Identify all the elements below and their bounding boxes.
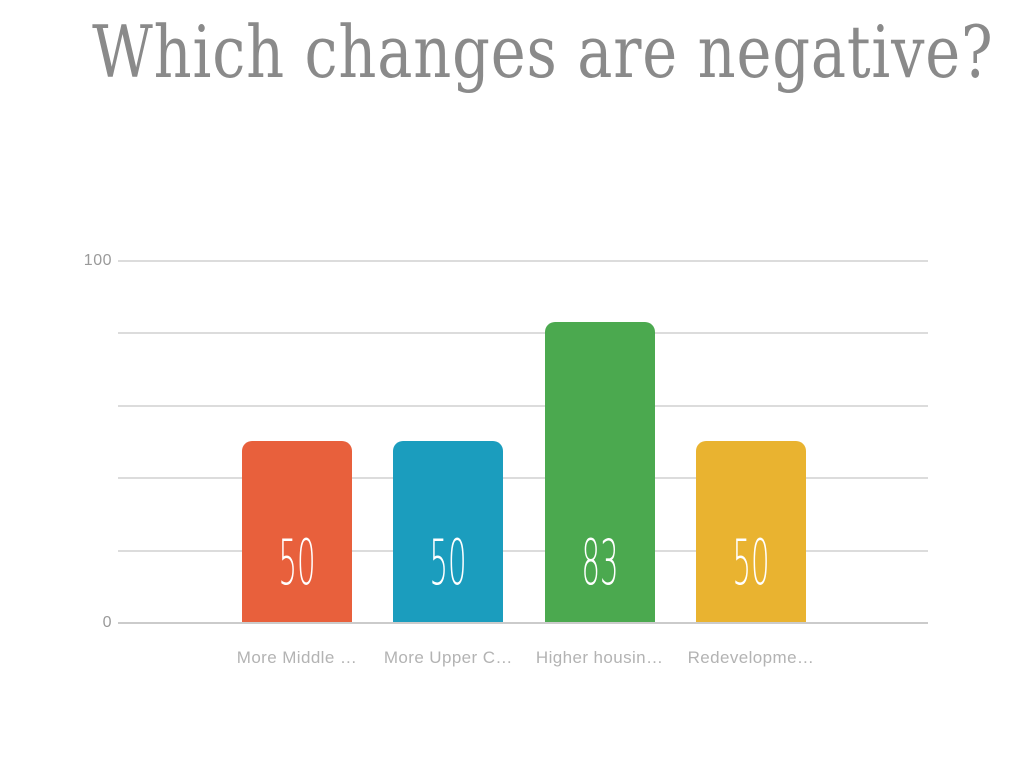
bar-value-label: 50	[429, 526, 467, 599]
gridline	[118, 622, 928, 624]
gridline	[118, 404, 928, 407]
bar-3: 83	[544, 321, 655, 622]
plot-area: 100 0 50 More Middle … 50 More Upper C… 83 High…	[84, 252, 928, 667]
gridline	[118, 477, 928, 480]
gridline	[118, 260, 928, 262]
bar-1: 50	[242, 441, 352, 622]
y-axis-tick-label: 0	[102, 614, 112, 631]
chart-title: Which changes are negative?	[92, 10, 994, 94]
category-label: More Middle …	[236, 648, 358, 667]
y-axis-tick-label: 100	[83, 252, 112, 269]
category-label: Higher housin…	[535, 648, 664, 667]
category-label: Redevelopme…	[687, 648, 815, 667]
gridline	[118, 549, 928, 552]
bar-value-label: 83	[581, 525, 619, 599]
bar-4: 50	[695, 441, 806, 622]
bar-2: 50	[393, 441, 504, 622]
bar-value-label: 50	[732, 526, 770, 599]
bar-value-label: 50	[278, 526, 316, 599]
category-label: More Upper C…	[383, 648, 513, 667]
gridline	[118, 332, 928, 335]
